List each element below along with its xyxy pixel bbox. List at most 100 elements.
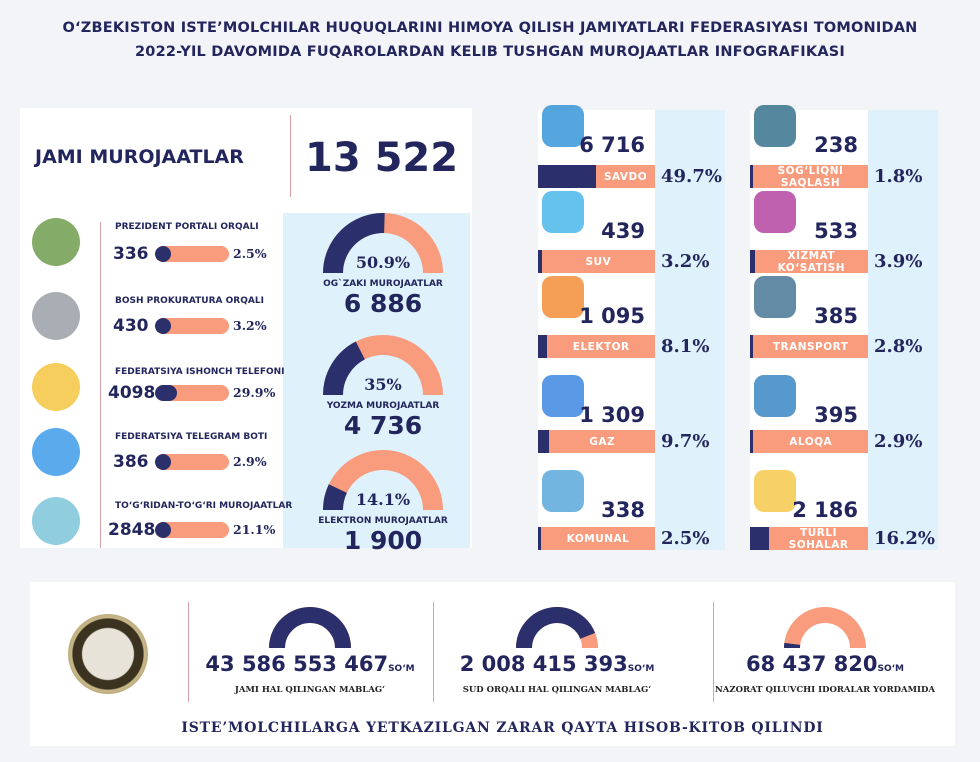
type-label: YOZMA MUROJAATLAR [326, 401, 440, 411]
type-label: OG`ZAKI MUROJAATLAR [323, 279, 443, 289]
category-bar-fill [538, 335, 548, 358]
source-value: 386 [113, 452, 149, 472]
gauge-fill [269, 607, 351, 649]
source-bar-fill [155, 385, 178, 401]
federation-logo-icon [68, 614, 148, 694]
category-bar-fill [750, 335, 754, 358]
category-bar: TURLI SOHALAR [750, 527, 868, 551]
prosecutor-shield-icon [32, 292, 80, 340]
source-percent: 29.9% [233, 385, 276, 400]
money-amount: 68 437 820 [745, 652, 878, 676]
divider [713, 602, 714, 702]
category-value: 238 [814, 133, 858, 157]
source-percent: 3.2% [233, 318, 267, 333]
type-value: 1 900 [343, 526, 423, 555]
money-unit: SO‘M [388, 664, 415, 674]
category-bar-fill [538, 250, 542, 273]
stethoscope-icon [754, 105, 796, 147]
category-percent: 2.9% [874, 431, 923, 452]
source-bar [155, 318, 229, 334]
category-label: ELEKTOR [572, 340, 630, 353]
hotline-operator-icon [32, 363, 80, 411]
category-label: TRANSPORT [772, 340, 849, 353]
money-gauge [784, 607, 866, 649]
source-label: TO‘G‘RIDAN-TO‘G‘RI MUROJAATLAR [115, 501, 293, 511]
money-gauge [516, 607, 598, 649]
money-unit: SO‘M [627, 664, 655, 674]
category-label: KOMUNAL [566, 532, 630, 545]
gas-flame-icon [542, 375, 584, 417]
category-value: 385 [814, 304, 858, 328]
gauge-fill [323, 484, 348, 511]
divider [188, 602, 189, 702]
category-bar: ALOQA [750, 430, 868, 453]
header-line-2-text: 2022-YIL DAVOMIDA FUQAROLARDAN KELIB TUS… [135, 44, 715, 60]
categories-left-pct-column [655, 110, 725, 550]
source-bar-fill [155, 454, 171, 470]
source-value: 2848 [108, 520, 156, 540]
type-percent: 50.9% [355, 253, 411, 272]
source-bar [155, 454, 229, 470]
category-bar-fill [750, 430, 754, 453]
divider [290, 115, 291, 197]
total-label: JAMI MUROJAATLAR [35, 146, 244, 168]
category-bar: KOMUNAL [538, 527, 655, 550]
source-value: 430 [113, 316, 149, 336]
gauge-remainder [323, 450, 443, 511]
category-value: 1 095 [579, 304, 645, 328]
source-bar [155, 246, 229, 262]
category-value: 533 [814, 219, 858, 243]
category-value: 439 [601, 219, 645, 243]
money-panel [30, 582, 955, 746]
source-label: FEDERATSIYA ISHONCH TELEFONI [115, 367, 285, 377]
source-bar [155, 522, 229, 538]
category-value: 6 716 [579, 133, 645, 157]
source-bar-fill [155, 318, 171, 334]
source-value: 4098 [108, 383, 156, 403]
money-gauge [269, 607, 351, 649]
category-label: SOG‘LIQNI SAQLASH [777, 164, 844, 189]
type-percent: 35% [364, 375, 402, 394]
money-amount: 2 008 415 393 [459, 652, 628, 676]
category-bar: XIZMAT KO‘SATISH [750, 250, 868, 274]
source-percent: 2.5% [233, 246, 267, 261]
type-gauge [323, 335, 443, 396]
building-icon [542, 470, 584, 512]
category-value: 338 [601, 498, 645, 522]
source-percent: 21.1% [233, 522, 276, 537]
money-value: 2 008 415 393SO‘M [427, 652, 687, 676]
category-value: 2 186 [792, 498, 858, 522]
divider [433, 602, 434, 702]
category-bar-fill [750, 527, 770, 550]
type-value: 4 736 [343, 411, 423, 440]
category-value: 395 [814, 403, 858, 427]
category-percent: 1.8% [874, 166, 923, 187]
category-bar: ELEKTOR [538, 335, 655, 358]
category-percent: 3.9% [874, 251, 923, 272]
state-emblem-icon [32, 218, 80, 266]
category-percent: 9.7% [661, 431, 710, 452]
globe-transport-icon [754, 276, 796, 318]
money-amount: 43 586 553 467 [205, 652, 389, 676]
category-bar: SAVDO [538, 165, 655, 188]
category-value: 1 309 [579, 403, 645, 427]
category-label: GAZ [589, 435, 616, 448]
source-label: FEDERATSIYA TELEGRAM BOTI [115, 432, 268, 442]
category-bar-fill [750, 250, 755, 273]
telegram-phone-icon [32, 428, 80, 476]
categories-right-pct-column [868, 110, 938, 550]
money-label: NAZORAT QILUVCHI IDORALAR YORDAMIDA [715, 685, 935, 695]
category-percent: 2.5% [661, 528, 710, 549]
category-label: SAVDO [603, 170, 648, 183]
money-label: SUD ORQALI HAL QILINGAN MABLAG‘ [462, 685, 652, 695]
category-percent: 3.2% [661, 251, 710, 272]
header-line-1: O‘ZBEKISTON ISTE’MOLCHILAR HUQUQLARINI H… [62, 20, 918, 36]
category-bar: SOG‘LIQNI SAQLASH [750, 164, 868, 189]
source-percent: 2.9% [233, 454, 267, 469]
category-label: SUV [585, 255, 612, 268]
shopping-cart-icon [542, 105, 584, 147]
type-label: ELEKTRON MUROJAATLAR [318, 516, 448, 526]
category-bar: GAZ [538, 430, 655, 453]
category-percent: 16.2% [874, 528, 935, 549]
meeting-icon [32, 497, 80, 545]
